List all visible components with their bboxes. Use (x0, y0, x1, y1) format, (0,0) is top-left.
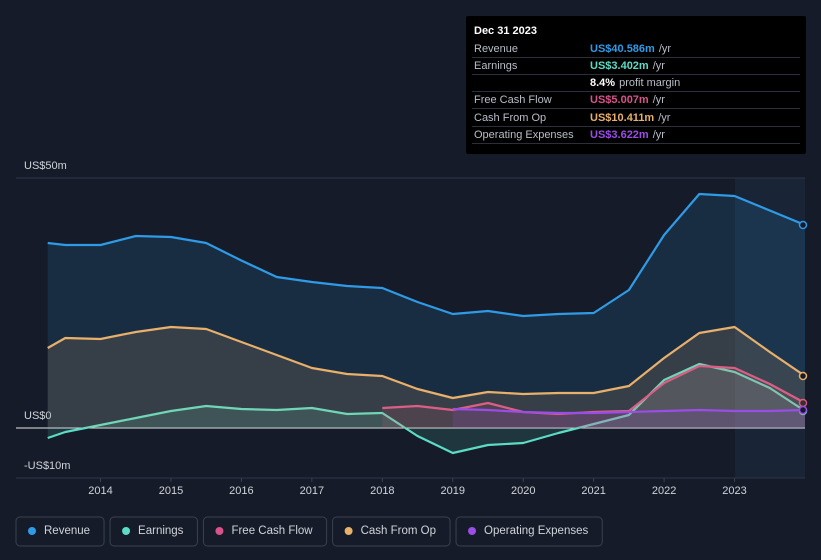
tooltip-label: Earnings (474, 60, 518, 72)
series-line (47, 362, 806, 455)
legend-swatch (215, 527, 224, 535)
tooltip-value: US$10.411m (590, 112, 654, 124)
area-fill (452, 409, 805, 428)
area-fill (47, 364, 805, 453)
legend-label: Cash From Op (361, 525, 436, 537)
tooltip-value-row: US$40.586m/yr (590, 43, 671, 55)
tooltip-unit: /yr (653, 129, 666, 141)
tooltip-label: Free Cash Flow (474, 94, 552, 106)
legend-item[interactable]: Revenue (15, 516, 105, 547)
tooltip-value-row: 8.4% profit margin (590, 77, 680, 89)
end-marker (798, 405, 808, 415)
area-fill (47, 327, 805, 428)
x-tick-label: 2021 (581, 485, 605, 497)
x-tick-label: 2022 (652, 485, 676, 497)
tooltip-value: US$3.402m (590, 60, 649, 72)
legend-label: Revenue (44, 525, 90, 537)
legend-item[interactable]: Earnings (109, 516, 198, 547)
tooltip-date: Dec 31 2023 (474, 25, 537, 37)
x-tick-label: 2015 (159, 485, 183, 497)
series-line (452, 407, 806, 415)
tooltip: Dec 31 2023 Revenue US$40.586m/yr Earnings… (466, 16, 806, 154)
tooltip-value-row: US$3.622m/yr (590, 129, 665, 141)
tooltip-label: Operating Expenses (474, 129, 574, 141)
x-tick-label: 2014 (88, 485, 112, 497)
x-tick-label: 2023 (722, 485, 746, 497)
tooltip-value-row: US$10.411m/yr (590, 112, 671, 124)
tooltip-unit: profit margin (619, 77, 680, 89)
end-marker (798, 371, 808, 381)
x-tick-label: 2020 (511, 485, 535, 497)
x-tick-label: 2019 (441, 485, 465, 497)
legend-box[interactable] (455, 516, 603, 547)
area-fill (382, 366, 805, 428)
x-tick-label: 2018 (370, 485, 394, 497)
tooltip-label: Cash From Op (474, 112, 546, 124)
series-line (47, 192, 806, 318)
area-fill (47, 194, 805, 428)
tooltip-value: 8.4% (590, 77, 615, 89)
tooltip-unit: /yr (659, 43, 672, 55)
x-tick-label: 2016 (229, 485, 253, 497)
y-tick-label: US$0 (24, 410, 52, 422)
series-line (47, 325, 806, 400)
legend-swatch (122, 527, 131, 535)
y-tick-label: US$50m (24, 160, 67, 172)
legend-box[interactable] (202, 516, 328, 547)
tooltip-box (466, 16, 806, 154)
end-marker (798, 220, 808, 230)
legend: Revenue Earnings Free Cash Flow Cash From O… (15, 516, 603, 547)
tooltip-unit: /yr (653, 94, 666, 106)
legend-label: Free Cash Flow (231, 525, 313, 537)
tooltip-unit: /yr (658, 112, 671, 124)
tooltip-value: US$40.586m (590, 43, 655, 55)
plot: US$50m US$0 -US$10m 2014 2015 2016 2017 2018 201… (16, 160, 808, 497)
legend-item[interactable]: Free Cash Flow (202, 516, 328, 547)
legend-label: Operating Expenses (484, 525, 588, 537)
legend-label: Earnings (138, 525, 184, 537)
tooltip-unit: /yr (653, 60, 666, 72)
legend-item[interactable]: Operating Expenses (455, 516, 603, 547)
tooltip-value: US$3.622m (590, 129, 649, 141)
x-tick-label: 2017 (300, 485, 324, 497)
y-tick-label: -US$10m (24, 460, 70, 472)
tooltip-value-row: US$5.007m/yr (590, 94, 665, 106)
legend-swatch (28, 527, 36, 535)
tooltip-label: Revenue (474, 43, 518, 55)
legend-item[interactable]: Cash From Op (332, 516, 451, 547)
tooltip-value-row: US$3.402m/yr (590, 60, 665, 72)
legend-box[interactable] (15, 516, 105, 547)
legend-swatch (468, 527, 477, 535)
legend-swatch (344, 527, 353, 535)
legend-box[interactable] (332, 516, 451, 547)
legend-box[interactable] (109, 516, 198, 547)
tooltip-value: US$5.007m (590, 94, 649, 106)
